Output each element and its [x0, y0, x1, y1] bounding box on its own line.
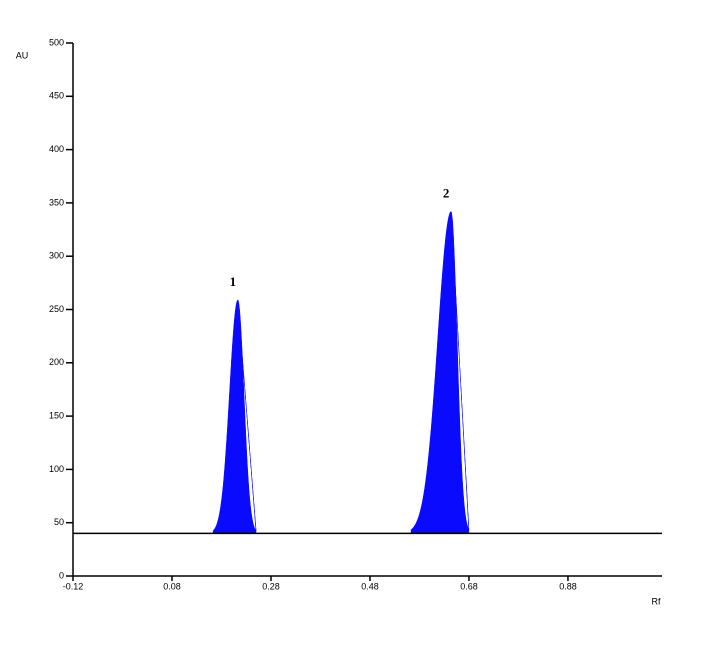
x-tick-label: 0.48 — [361, 581, 379, 591]
y-tick-label: 250 — [49, 304, 64, 314]
y-axis-label: AU — [16, 50, 29, 60]
y-tick-label: 400 — [49, 144, 64, 154]
y-tick-label: 200 — [49, 357, 64, 367]
x-tick-label: 0.88 — [559, 581, 577, 591]
y-tick-label: 50 — [54, 517, 64, 527]
y-tick-label: 450 — [49, 91, 64, 101]
peak-label: 1 — [230, 274, 237, 289]
x-axis-label: Rf — [652, 596, 661, 606]
y-tick-label: 0 — [59, 570, 64, 580]
peak — [410, 211, 470, 534]
y-tick-label: 350 — [49, 197, 64, 207]
y-tick-label: 500 — [49, 37, 64, 47]
x-tick-label: 0.68 — [460, 581, 478, 591]
x-tick-label: -0.12 — [63, 581, 84, 591]
peak-label: 2 — [443, 185, 450, 200]
y-tick-label: 100 — [49, 464, 64, 474]
y-tick-label: 150 — [49, 410, 64, 420]
x-tick-label: 0.28 — [262, 581, 280, 591]
peak — [212, 299, 257, 534]
x-tick-label: 0.08 — [163, 581, 181, 591]
y-tick-label: 300 — [49, 251, 64, 261]
